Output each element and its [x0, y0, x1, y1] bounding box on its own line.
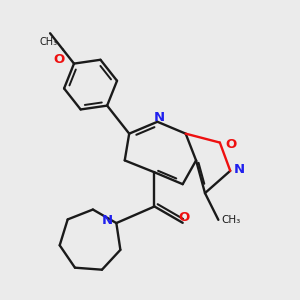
Text: N: N [102, 214, 113, 227]
Text: O: O [226, 138, 237, 151]
Text: N: N [234, 163, 245, 176]
Text: CH₃: CH₃ [40, 37, 58, 47]
Text: CH₃: CH₃ [221, 215, 241, 225]
Text: O: O [53, 53, 64, 67]
Text: N: N [154, 111, 165, 124]
Text: O: O [178, 211, 190, 224]
